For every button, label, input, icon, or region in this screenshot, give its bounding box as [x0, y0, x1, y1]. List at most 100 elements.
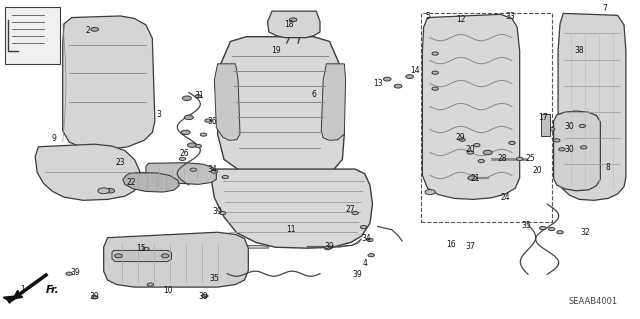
Polygon shape: [307, 239, 362, 247]
Circle shape: [91, 27, 99, 31]
Circle shape: [542, 119, 548, 122]
Circle shape: [211, 170, 218, 173]
Polygon shape: [223, 239, 269, 248]
Text: 11: 11: [287, 225, 296, 234]
Circle shape: [200, 133, 207, 136]
Text: 35: 35: [209, 274, 220, 283]
Circle shape: [220, 211, 226, 215]
Text: 10: 10: [163, 286, 173, 295]
Circle shape: [179, 157, 186, 160]
Circle shape: [147, 283, 154, 286]
Text: 27: 27: [346, 205, 356, 214]
Polygon shape: [422, 14, 520, 199]
Circle shape: [432, 71, 438, 74]
Polygon shape: [218, 37, 344, 177]
Text: 33: 33: [506, 12, 516, 21]
Circle shape: [352, 211, 358, 215]
Circle shape: [182, 96, 191, 100]
Bar: [5, 7, 60, 64]
Polygon shape: [558, 13, 626, 200]
Text: 37: 37: [465, 242, 476, 251]
Text: 3: 3: [156, 110, 161, 119]
Circle shape: [554, 139, 560, 142]
Circle shape: [483, 150, 492, 155]
Text: 4: 4: [362, 259, 367, 268]
Circle shape: [222, 175, 228, 179]
Circle shape: [484, 151, 491, 154]
Polygon shape: [123, 173, 179, 192]
Text: 1: 1: [20, 285, 26, 294]
Text: 39: 39: [198, 292, 209, 300]
Polygon shape: [211, 169, 372, 248]
Polygon shape: [146, 163, 216, 184]
Text: 5: 5: [425, 12, 430, 21]
Text: 36: 36: [207, 117, 218, 126]
Text: 24: 24: [500, 193, 511, 202]
Circle shape: [467, 151, 474, 154]
Text: Fr.: Fr.: [46, 285, 60, 295]
Circle shape: [368, 254, 374, 257]
Text: 34: 34: [207, 165, 218, 174]
Text: 25: 25: [525, 154, 535, 163]
Text: 23: 23: [115, 158, 125, 167]
Circle shape: [459, 138, 465, 141]
Polygon shape: [3, 296, 16, 301]
Text: 32: 32: [580, 228, 591, 237]
Polygon shape: [63, 16, 155, 150]
Circle shape: [579, 124, 586, 128]
Bar: [541, 114, 550, 136]
Circle shape: [559, 148, 565, 151]
Text: 7: 7: [602, 4, 607, 13]
Text: 21: 21: [470, 174, 479, 182]
Circle shape: [205, 119, 211, 122]
Text: 19: 19: [271, 46, 282, 55]
Circle shape: [548, 227, 555, 231]
Polygon shape: [554, 111, 600, 191]
Text: 31: 31: [195, 91, 205, 100]
Text: 2: 2: [86, 26, 91, 35]
Circle shape: [406, 75, 413, 78]
Text: 28: 28: [498, 154, 507, 163]
Polygon shape: [268, 11, 320, 38]
Text: 15: 15: [136, 244, 146, 253]
Circle shape: [557, 231, 563, 234]
Circle shape: [509, 141, 515, 145]
Circle shape: [289, 18, 297, 22]
Circle shape: [143, 247, 149, 250]
Circle shape: [548, 128, 555, 131]
Polygon shape: [112, 250, 172, 262]
Circle shape: [181, 130, 190, 135]
Text: 16: 16: [446, 241, 456, 249]
Text: 35: 35: [521, 221, 531, 230]
Text: 22: 22: [127, 178, 136, 187]
Circle shape: [580, 146, 587, 149]
Text: 12: 12: [456, 15, 465, 24]
Circle shape: [432, 87, 438, 90]
Text: 17: 17: [538, 113, 548, 122]
Circle shape: [184, 115, 193, 120]
Circle shape: [468, 176, 477, 180]
Text: 39: 39: [90, 292, 100, 301]
Text: 30: 30: [564, 145, 575, 154]
Polygon shape: [214, 64, 240, 140]
Circle shape: [324, 247, 331, 250]
Circle shape: [115, 254, 122, 258]
Circle shape: [432, 52, 438, 55]
Text: 39: 39: [352, 271, 362, 279]
Text: 13: 13: [372, 79, 383, 88]
Circle shape: [161, 254, 169, 258]
Circle shape: [360, 226, 367, 229]
Polygon shape: [35, 144, 140, 200]
Text: 39: 39: [212, 207, 223, 216]
Text: 9: 9: [52, 134, 57, 143]
Circle shape: [425, 189, 435, 195]
Text: 18: 18: [285, 20, 294, 29]
Circle shape: [516, 157, 523, 160]
Text: 26: 26: [179, 149, 189, 158]
Circle shape: [540, 226, 546, 230]
Text: 8: 8: [605, 163, 611, 172]
Circle shape: [92, 296, 98, 299]
Text: 34: 34: [361, 234, 371, 243]
Circle shape: [394, 84, 402, 88]
Text: 20: 20: [465, 145, 476, 154]
